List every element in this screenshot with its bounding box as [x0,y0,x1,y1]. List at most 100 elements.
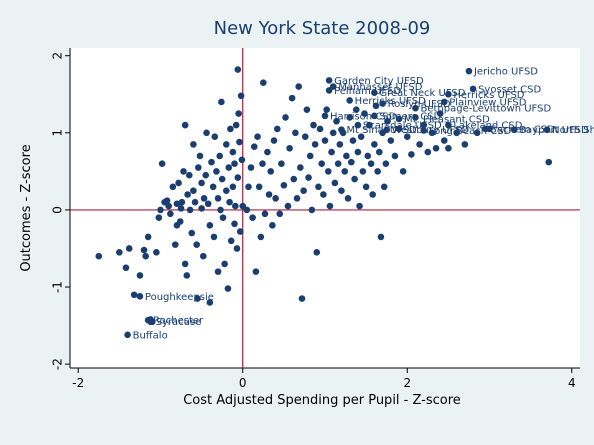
data-point [198,205,205,212]
data-point [206,222,214,229]
labeled-data-point [440,98,448,106]
labeled-data-point [338,126,345,134]
data-point [231,160,238,167]
point-label: Rochester [153,316,204,327]
data-point [267,168,275,175]
data-point [234,66,242,73]
data-point [218,175,226,183]
point-label: Bethpage-Levittown UFSD [420,104,551,115]
point-label: Jericho UFSD [473,67,538,78]
data-point [364,152,372,160]
data-point [292,129,299,137]
point-label: Mt. Pleasant CSD [404,114,490,125]
data-point [352,106,360,113]
data-point [158,160,166,167]
data-point [357,133,365,140]
data-point [204,200,212,208]
data-point [349,137,357,144]
data-point [259,160,266,167]
data-point [348,158,355,166]
data-point [181,121,189,129]
data-point [341,168,349,175]
data-point [323,106,330,113]
labeled-data-point [124,331,131,339]
data-point [265,191,273,198]
data-point [202,171,210,179]
point-label: Bayport UFSD [519,125,589,136]
data-point [232,121,240,129]
point-label: Pelham UFSD [334,86,401,97]
data-point [217,206,224,214]
data-point [209,183,217,191]
labeled-data-point [543,126,551,134]
data-point [297,164,304,171]
labeled-data-point [469,85,477,93]
point-label: Buffalo [133,330,168,341]
data-point [144,233,152,241]
axes: -2 0 2 4 -2 -1 0 1 2 [51,48,580,390]
point-label: Plainview UFSD [449,97,527,108]
x-axis-title: Cost Adjusted Spending per Pupil - Z-sco… [183,393,461,408]
data-point [211,133,219,140]
point-label: Poughkeepsie [145,292,214,303]
data-point [273,125,281,133]
data-point [260,79,267,86]
data-point [391,152,399,160]
data-point [293,195,301,202]
data-point [346,114,353,121]
data-point [403,133,411,140]
data-point [255,183,263,191]
labeled-data-point [329,83,337,90]
data-point [198,179,205,187]
data-point [196,152,204,160]
data-point [254,133,261,140]
data-point [321,137,329,144]
data-point [356,202,363,210]
data-point [224,285,232,292]
data-point [180,168,187,175]
data-point [362,183,370,191]
data-point [375,148,383,156]
data-point [412,114,419,121]
data-point [333,117,340,125]
data-point [203,129,210,137]
data-point [382,160,390,167]
data-point [372,102,380,110]
data-point [278,160,285,167]
data-point [286,144,293,152]
data-point [136,272,144,279]
data-point [428,129,436,137]
data-point [225,164,233,171]
point-label: Syracuse [156,317,202,328]
data-point [320,191,327,198]
data-point [252,268,260,275]
point-label: Garden City UFSD [334,76,424,87]
data-point [235,110,242,117]
data-point [188,229,196,237]
data-point [186,206,194,214]
labeled-data-point [354,121,362,129]
labeled-data-point [346,97,353,104]
data-point [157,206,164,214]
data-point [249,214,256,221]
labeled-data-point [395,115,403,123]
point-label: Great Neck UFSD [379,88,465,99]
y-tick-label: 1 [51,129,65,137]
data-point [116,249,123,256]
data-point [313,249,321,256]
labeled-data-point [510,126,518,134]
x-tick-label: 4 [568,376,576,390]
labeled-data-point [136,292,144,300]
x-tick-label: 2 [403,376,411,390]
data-point [290,175,298,183]
data-point [208,158,215,166]
data-point [243,206,251,214]
point-label: Scarsdale UFSD [363,121,442,132]
data-point [177,205,185,212]
y-tick-label: -2 [51,358,65,370]
data-point [250,143,258,150]
data-point [440,137,448,144]
data-point [461,141,469,148]
labeled-data-point [379,100,386,107]
